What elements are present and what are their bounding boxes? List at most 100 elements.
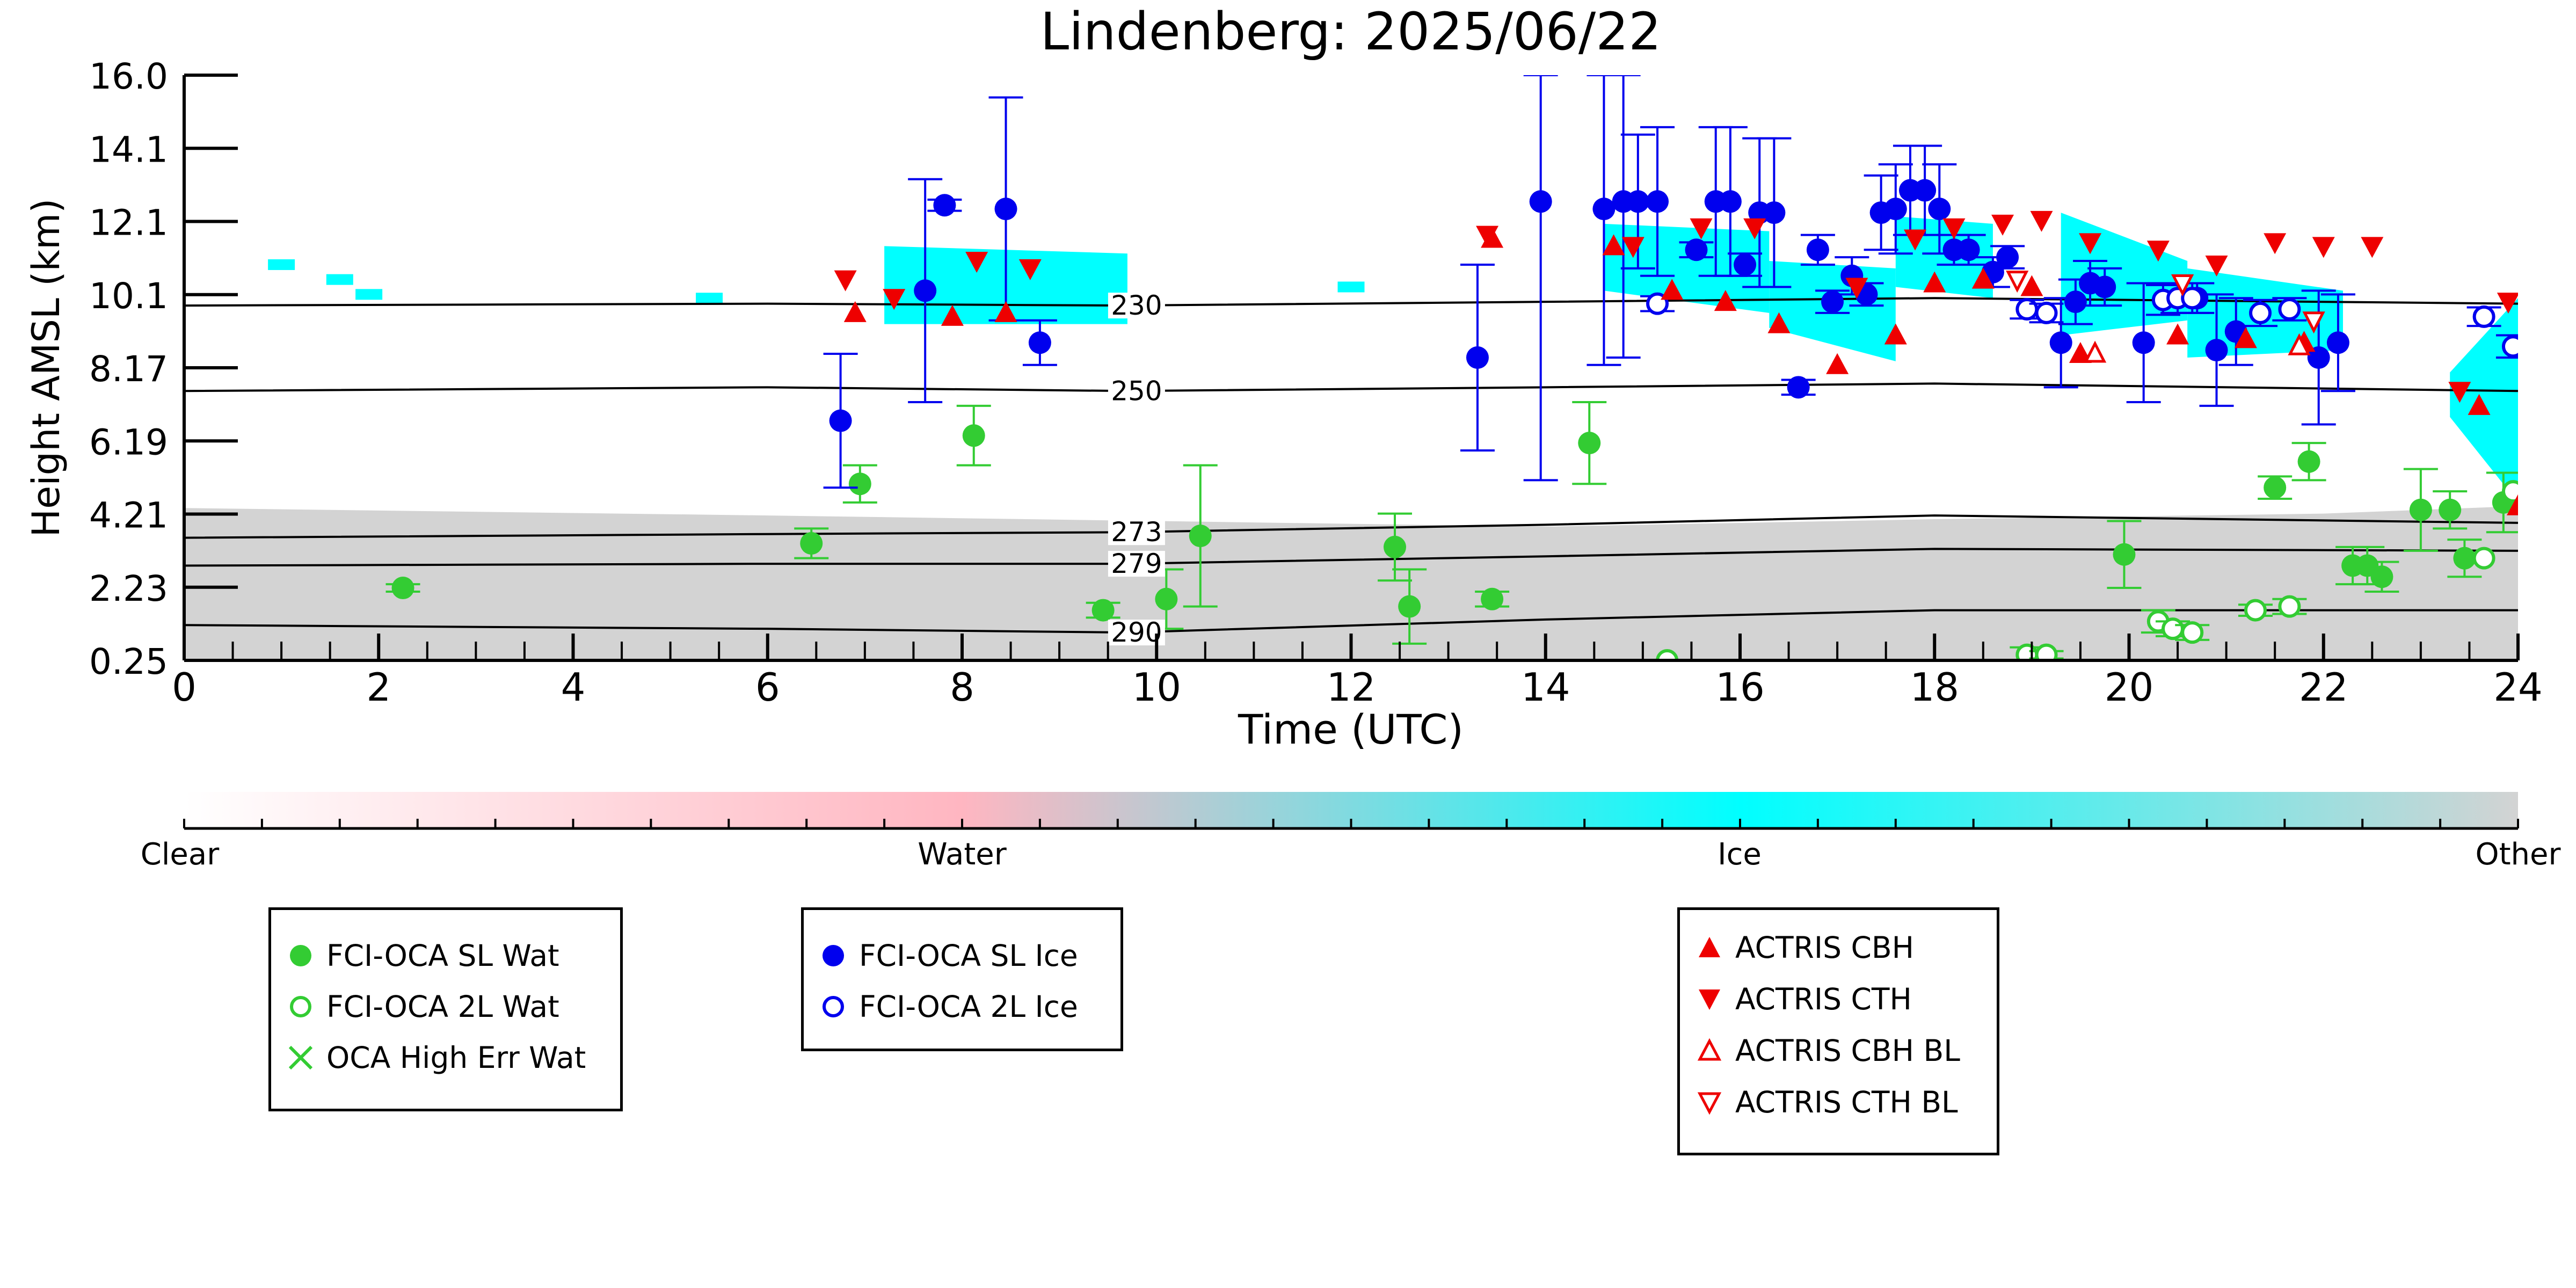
data-point <box>1592 198 1616 221</box>
data-point <box>2288 333 2311 355</box>
data-point <box>965 252 988 273</box>
legend-entry: FCI-OCA SL Wat <box>285 934 559 977</box>
data-point <box>1685 238 1708 261</box>
plot-area <box>184 75 2518 660</box>
other-cloud-region <box>184 506 2518 660</box>
legend-entry: ACTRIS CTH BL <box>1693 1081 1958 1124</box>
data-point <box>834 270 857 292</box>
data-point <box>1398 595 1421 618</box>
data-point <box>2030 210 2053 232</box>
x-tick-label: 22 <box>2299 665 2348 710</box>
y-tick-label: 12.1 <box>89 202 168 244</box>
data-point <box>1913 179 1937 202</box>
data-point <box>2297 450 2320 473</box>
data-point <box>1189 525 1212 548</box>
data-point <box>2205 255 2228 276</box>
data-point <box>1904 229 1927 251</box>
data-point <box>2084 340 2107 363</box>
y-tick-label: 2.23 <box>89 568 168 609</box>
ice-cloud-patch <box>696 293 723 304</box>
colorbar: Clear Water Ice Other <box>141 792 2561 872</box>
data-point <box>1018 259 1042 280</box>
y-tick-label: 6.19 <box>89 421 168 463</box>
data-point <box>848 472 871 496</box>
data-point <box>2093 275 2116 299</box>
data-point <box>2020 275 2043 296</box>
data-point <box>2439 498 2462 521</box>
ice-cloud-region <box>2450 298 2518 503</box>
data-point <box>1884 198 1907 221</box>
data-point <box>2205 339 2228 362</box>
data-point <box>1091 599 1115 622</box>
x-mark-icon <box>288 1045 313 1070</box>
y-tick-label: 0.25 <box>89 641 168 682</box>
x-tick-label: 14 <box>1521 665 1570 710</box>
data-point <box>2302 311 2325 334</box>
data-point <box>2307 346 2330 369</box>
data-point <box>829 409 852 432</box>
x-tick-label: 10 <box>1132 665 1181 710</box>
ice-cloud-patch <box>355 289 383 300</box>
data-point <box>941 304 964 326</box>
data-point <box>2181 621 2204 644</box>
data-point <box>2501 335 2518 358</box>
data-point <box>1743 218 1766 239</box>
data-point <box>2181 287 2204 310</box>
x-tick-label: 18 <box>1910 665 1959 710</box>
data-point <box>1826 353 1849 374</box>
data-point <box>2507 494 2518 515</box>
data-point <box>1971 267 1995 289</box>
data-point <box>994 198 1017 221</box>
data-point <box>883 289 906 310</box>
x-tick-label: 12 <box>1327 665 1376 710</box>
data-point <box>1806 238 1829 261</box>
open-circle-icon <box>290 996 311 1017</box>
legend-entry: FCI-OCA SL Ice <box>817 934 1078 977</box>
x-axis-label: Time (UTC) <box>1238 705 1464 753</box>
legend-ice: FCI-OCA SL Ice FCI-OCA 2L Ice <box>801 907 1123 1051</box>
isotherm-line <box>184 548 2518 567</box>
data-point <box>2370 565 2393 588</box>
data-point <box>994 301 1017 322</box>
x-tick-label: 0 <box>172 665 197 710</box>
data-point <box>1734 253 1757 276</box>
data-point <box>2035 301 2058 324</box>
isotherm-line <box>184 382 2518 392</box>
data-point <box>2035 643 2058 660</box>
isotherm-label: 250 <box>1111 375 1162 406</box>
data-point <box>800 532 823 555</box>
data-point <box>2079 233 2102 254</box>
data-point <box>1626 190 1649 213</box>
legend-entry: ACTRIS CTH <box>1693 978 1912 1021</box>
x-tick-label: 4 <box>561 665 586 710</box>
data-point <box>2409 498 2432 521</box>
y-tick-label: 10.1 <box>89 275 168 317</box>
data-point <box>2146 241 2170 262</box>
data-point <box>1481 587 1504 610</box>
triangle-up-icon <box>1699 937 1720 957</box>
data-point <box>1384 535 1407 558</box>
data-point <box>1466 346 1489 369</box>
data-point <box>1476 225 1499 247</box>
data-point <box>2234 327 2257 348</box>
ice-cloud-region <box>1604 223 1770 313</box>
data-markers <box>385 75 2518 660</box>
data-point <box>2249 301 2272 324</box>
chart-title: Lindenberg: 2025/06/22 <box>1040 2 1662 62</box>
data-point <box>2069 342 2092 363</box>
y-tick-label: 4.21 <box>89 495 168 536</box>
data-point <box>2006 271 2029 293</box>
ice-cloud-patch <box>326 274 353 285</box>
data-point <box>2278 298 2301 321</box>
legend-label: OCA High Err Wat <box>326 1040 586 1075</box>
data-point <box>1719 190 1742 213</box>
data-point <box>1621 237 1644 258</box>
data-point <box>1028 331 1051 354</box>
data-point <box>2472 547 2495 570</box>
ice-cloud-patch <box>1337 281 1365 293</box>
data-point <box>843 301 867 322</box>
isotherm-line <box>184 609 2518 634</box>
y-axis-label: Height AMSL (km) <box>24 199 68 537</box>
